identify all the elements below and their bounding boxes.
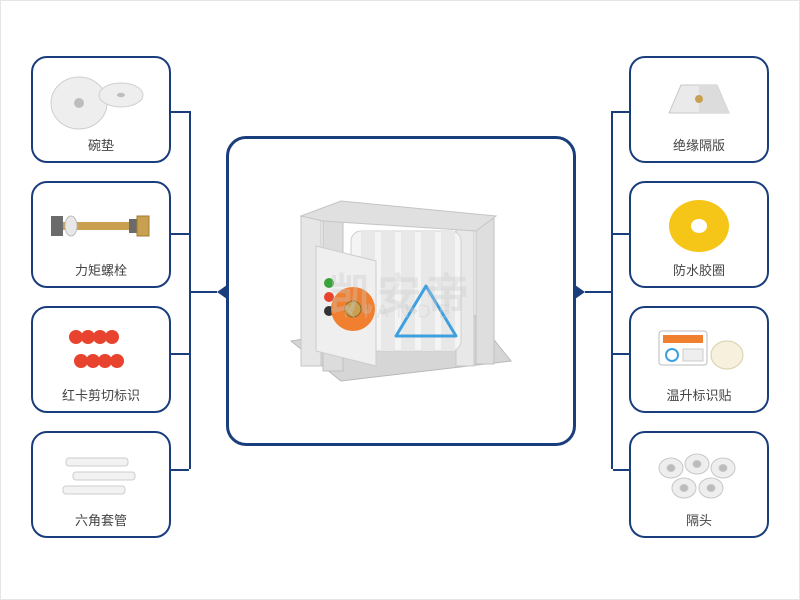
- item-insulation-partition: 绝缘隔版: [629, 56, 769, 163]
- item-torque-bolt: 力矩螺栓: [31, 181, 171, 288]
- connector-line: [613, 233, 631, 235]
- connector-line: [171, 111, 189, 113]
- item-hex-sleeve: 六角套管: [31, 431, 171, 538]
- item-label: 红卡剪切标识: [62, 388, 140, 407]
- right-column: 绝缘隔版 防水胶圈 温升标识贴: [629, 56, 769, 538]
- hex-sleeve-icon: [39, 439, 163, 511]
- connector-line: [613, 353, 631, 355]
- connector-line: [171, 469, 189, 471]
- connector-line: [189, 291, 217, 293]
- item-label: 力矩螺栓: [75, 263, 127, 282]
- busbar-joint-icon: [261, 171, 541, 411]
- connector-line: [585, 291, 613, 293]
- item-temperature-label: 温升标识贴: [629, 306, 769, 413]
- connector-line: [171, 353, 189, 355]
- connector-line: [611, 111, 613, 469]
- connector-line: [189, 111, 191, 469]
- item-waterproof-gasket: 防水胶圈: [629, 181, 769, 288]
- connector-line: [613, 469, 631, 471]
- diagram-container: 碗垫 力矩螺栓: [1, 1, 799, 599]
- item-spacer-head: 隔头: [629, 431, 769, 538]
- insulation-partition-icon: [637, 64, 761, 136]
- item-label: 绝缘隔版: [673, 138, 725, 157]
- item-label: 碗垫: [88, 138, 114, 157]
- item-red-card-cut-mark: 红卡剪切标识: [31, 306, 171, 413]
- item-label: 隔头: [686, 513, 712, 532]
- item-label: 防水胶圈: [673, 263, 725, 282]
- spacer-head-icon: [637, 439, 761, 511]
- item-washer-disc: 碗垫: [31, 56, 171, 163]
- item-label: 温升标识贴: [666, 388, 731, 407]
- center-product-box: 凯安帝 KIANDE: [226, 136, 576, 446]
- item-label: 六角套管: [75, 513, 127, 532]
- connector-line: [613, 111, 631, 113]
- washer-disc-icon: [39, 64, 163, 136]
- arrow-icon: [575, 285, 585, 299]
- waterproof-gasket-icon: [637, 189, 761, 261]
- torque-bolt-icon: [39, 189, 163, 261]
- connector-line: [171, 233, 189, 235]
- temperature-label-icon: [637, 314, 761, 386]
- red-cut-mark-icon: [39, 314, 163, 386]
- left-column: 碗垫 力矩螺栓: [31, 56, 171, 538]
